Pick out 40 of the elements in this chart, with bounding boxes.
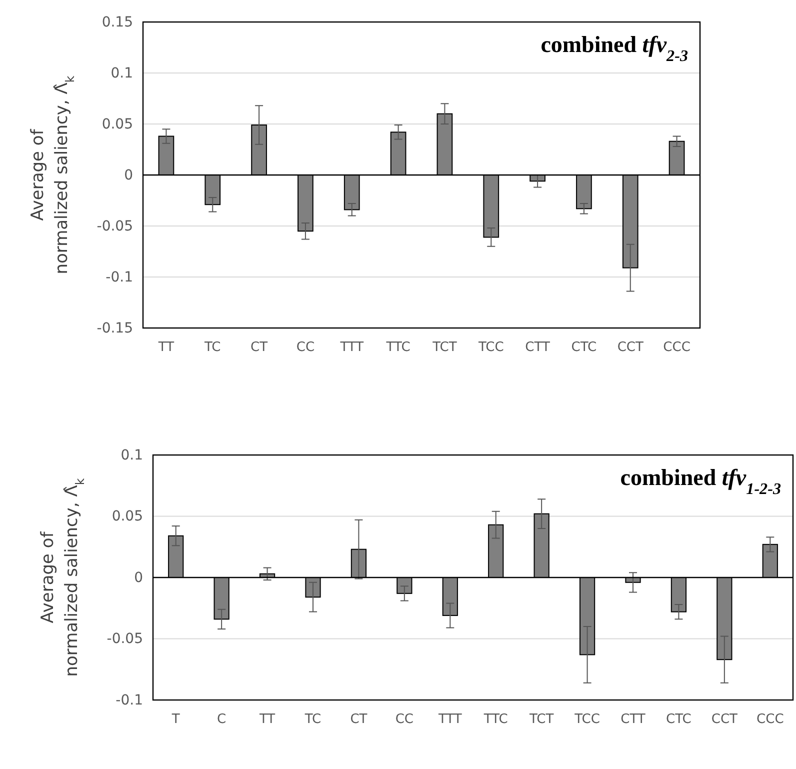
- x-tick-label: CT: [350, 712, 368, 728]
- y-tick-label: 0.05: [112, 508, 143, 525]
- x-tick-label: TTT: [339, 340, 364, 356]
- y-tick-label: 0: [124, 167, 133, 184]
- x-tick-label: TT: [157, 340, 174, 356]
- text: combined tfv$_{1-2-3}$: [620, 465, 781, 498]
- x-tick-label: C: [217, 712, 226, 728]
- y-tick-label: -0.1: [106, 269, 133, 286]
- x-tick-label: TTT: [437, 712, 462, 728]
- y-tick-label: -0.05: [106, 631, 143, 648]
- y-tick-label: 0.15: [102, 14, 133, 30]
- y-tick-label: 0.05: [102, 116, 133, 132]
- x-tick-label: TCC: [574, 712, 600, 728]
- x-tick-label: CTC: [666, 712, 692, 728]
- x-tick-label: CTC: [571, 340, 597, 356]
- y-tick-label: 0: [134, 570, 143, 586]
- x-tick-label: TTC: [482, 712, 508, 728]
- x-tick-label: CCT: [711, 712, 738, 728]
- x-tick-label: TC: [304, 712, 322, 728]
- x-tick-label: CCT: [617, 340, 644, 356]
- x-tick-label: CCC: [663, 340, 690, 356]
- x-tick-label: CTT: [525, 340, 550, 356]
- y-tick-label: -0.1: [116, 692, 143, 708]
- y-tick-label: 0.1: [110, 65, 133, 82]
- x-tick-label: TCT: [528, 712, 554, 728]
- text: combined tfv$_{2-3}$: [540, 32, 688, 64]
- x-tick-label: CC: [296, 340, 315, 356]
- x-tick-label: CC: [395, 712, 414, 728]
- x-tick-label: TCC: [477, 340, 504, 356]
- x-tick-label: TTC: [385, 340, 410, 356]
- x-tick-label: T: [170, 712, 180, 728]
- y-tick-label: -0.05: [96, 218, 133, 234]
- y-tick-label: 0.1: [120, 447, 143, 464]
- x-tick-label: CCC: [756, 712, 784, 728]
- x-tick-label: TCT: [432, 340, 457, 356]
- x-tick-label: TT: [258, 712, 276, 728]
- x-tick-label: CTT: [620, 712, 646, 728]
- y-tick-label: -0.15: [96, 320, 133, 336]
- x-tick-label: CT: [250, 340, 268, 356]
- x-tick-label: TC: [203, 340, 221, 356]
